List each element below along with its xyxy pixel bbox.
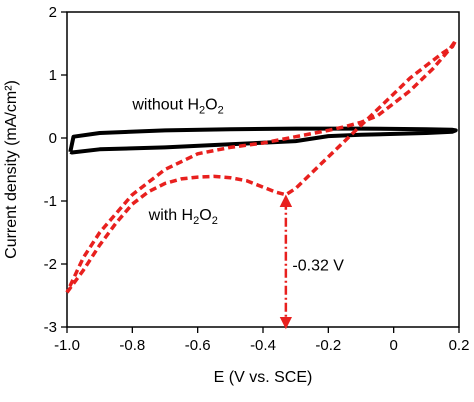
x-tick-label: -1.0 [54,337,80,354]
x-axis-ticks: -1.0 -0.8 -0.6 -0.4 -0.2 0 0.2 [54,327,469,354]
y-tick-label: 2 [49,4,57,21]
y-tick-label: 1 [49,67,57,84]
series-line-1 [68,126,458,155]
x-tick-label: -0.2 [315,337,341,354]
y-tick-label: -2 [44,256,57,273]
annotation-3: -0.32 V [292,257,344,274]
annotation-2: with H2O2 [148,207,218,227]
y-tick-label: -3 [44,319,57,336]
x-axis-title: E (V vs. SCE) [214,369,313,386]
x-tick-label: 0 [389,337,397,354]
x-tick-label: -0.4 [250,337,276,354]
annotation-1: without H2O2 [131,97,223,117]
series-layer [65,38,458,294]
y-axis-ticks: -3 -2 -1 0 1 2 [44,4,67,336]
x-tick-label: 0.2 [449,337,470,354]
y-tick-label: -1 [44,193,57,210]
x-tick-label: -0.6 [185,337,211,354]
y-axis-title: Current density (mA/cm²) [3,80,20,259]
annotation-layer: without H2O2 with H2O2 -0.32 V [131,97,344,275]
x-tick-label: -0.8 [119,337,145,354]
series-line-2 [65,38,458,294]
y-tick-label: 0 [49,130,57,147]
plot-frame [66,11,460,328]
